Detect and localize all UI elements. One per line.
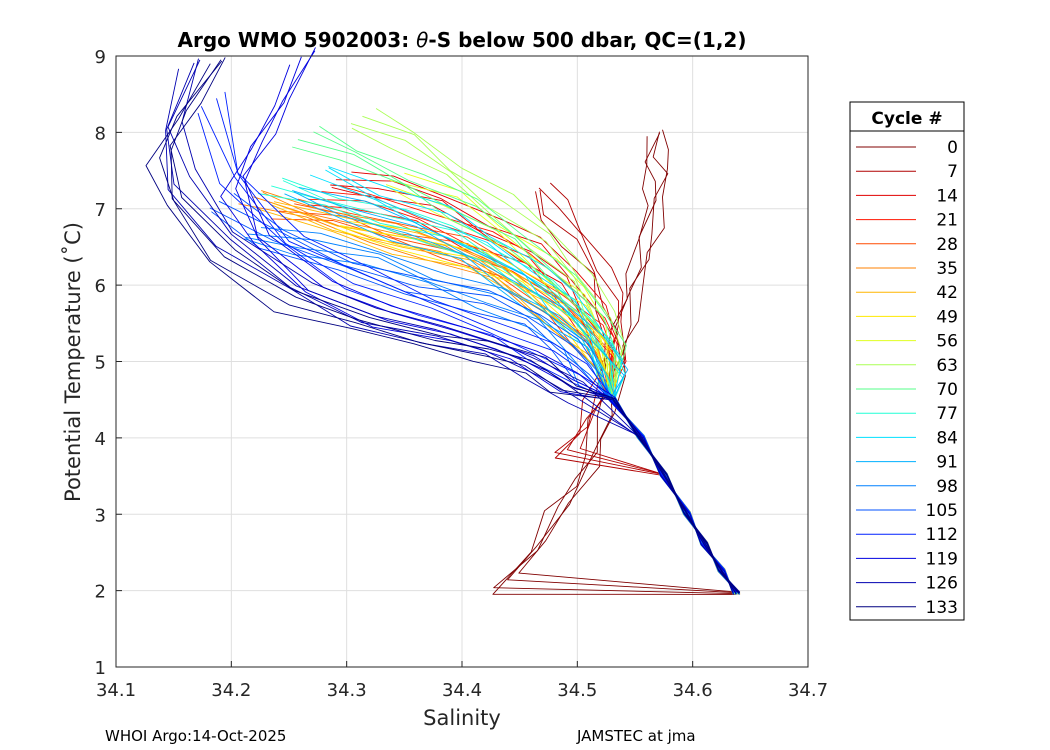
legend-label: 112 [926,525,958,545]
legend-label: 56 [936,332,958,352]
legend-label: 98 [936,477,958,497]
x-tick-label: 34.2 [211,680,251,701]
legend-label: 63 [936,356,958,376]
x-tick-label: 34.3 [327,680,367,701]
y-tick-label: 8 [95,123,106,144]
legend-label: 21 [936,211,958,231]
x-tick-label: 34.4 [442,680,482,701]
legend-label: 119 [926,549,958,569]
legend-entries: 0 7 14 21 28 35 42 49 56 63 70 77 84 91 98 105 112 119 126… [856,138,958,618]
profile-line-cycle-133 [169,57,738,593]
legend-label: 91 [936,453,958,473]
legend-label: 133 [926,598,958,618]
chart-title: Argo WMO 5902003: θ-S below 500 dbar, QC… [178,28,747,52]
x-tick-label: 34.6 [673,680,713,701]
legend-label: 14 [936,186,958,206]
profile-line-cycle-133 [145,63,737,595]
legend-label: 35 [936,259,958,279]
x-tick-label: 34.5 [557,680,597,701]
y-tick-label: 2 [95,582,106,603]
x-tick-label: 34.7 [788,680,828,701]
legend-label: 126 [926,574,958,594]
y-tick-label: 3 [95,505,106,526]
profile-line-cycle-0 [518,129,738,593]
series-group [145,47,741,595]
y-tick-label: 7 [95,200,106,221]
y-tick-label: 6 [95,276,106,297]
legend-label: 28 [936,235,958,255]
legend-title: Cycle # [871,109,942,129]
y-tick-label: 4 [95,429,106,450]
legend-label: 42 [936,283,958,303]
ticks-group: 34.1 34.2 34.3 34.4 34.5 34.6 34.7 1 2 3 4 5 6 7 8 9 [95,47,828,701]
profile-line-cycle-0 [492,136,736,595]
y-tick-label: 9 [95,47,106,68]
legend-label: 7 [947,162,958,182]
legend-label: 49 [936,307,958,327]
profile-line-cycle-133 [170,59,741,594]
y-tick-label: 5 [95,353,106,374]
legend-label: 0 [947,138,958,158]
legend: Cycle # 0 7 14 21 28 35 42 49 56 63 70 77 84 91 98 105 1… [849,101,965,621]
legend-label: 77 [936,404,958,424]
x-tick-label: 34.1 [96,680,136,701]
legend-label: 84 [936,428,958,448]
profile-line-cycle-133 [159,60,740,595]
y-tick-label: 1 [95,658,106,679]
legend-label: 105 [926,501,958,521]
footer-left: WHOI Argo:14-Oct-2025 [105,727,287,745]
x-axis-label: Salinity [423,706,501,730]
footer-right: JAMSTEC at jma [577,727,696,745]
y-axis-label: Potential Temperature (˚C) [61,222,85,502]
legend-box [849,101,965,621]
legend-label: 70 [936,380,958,400]
